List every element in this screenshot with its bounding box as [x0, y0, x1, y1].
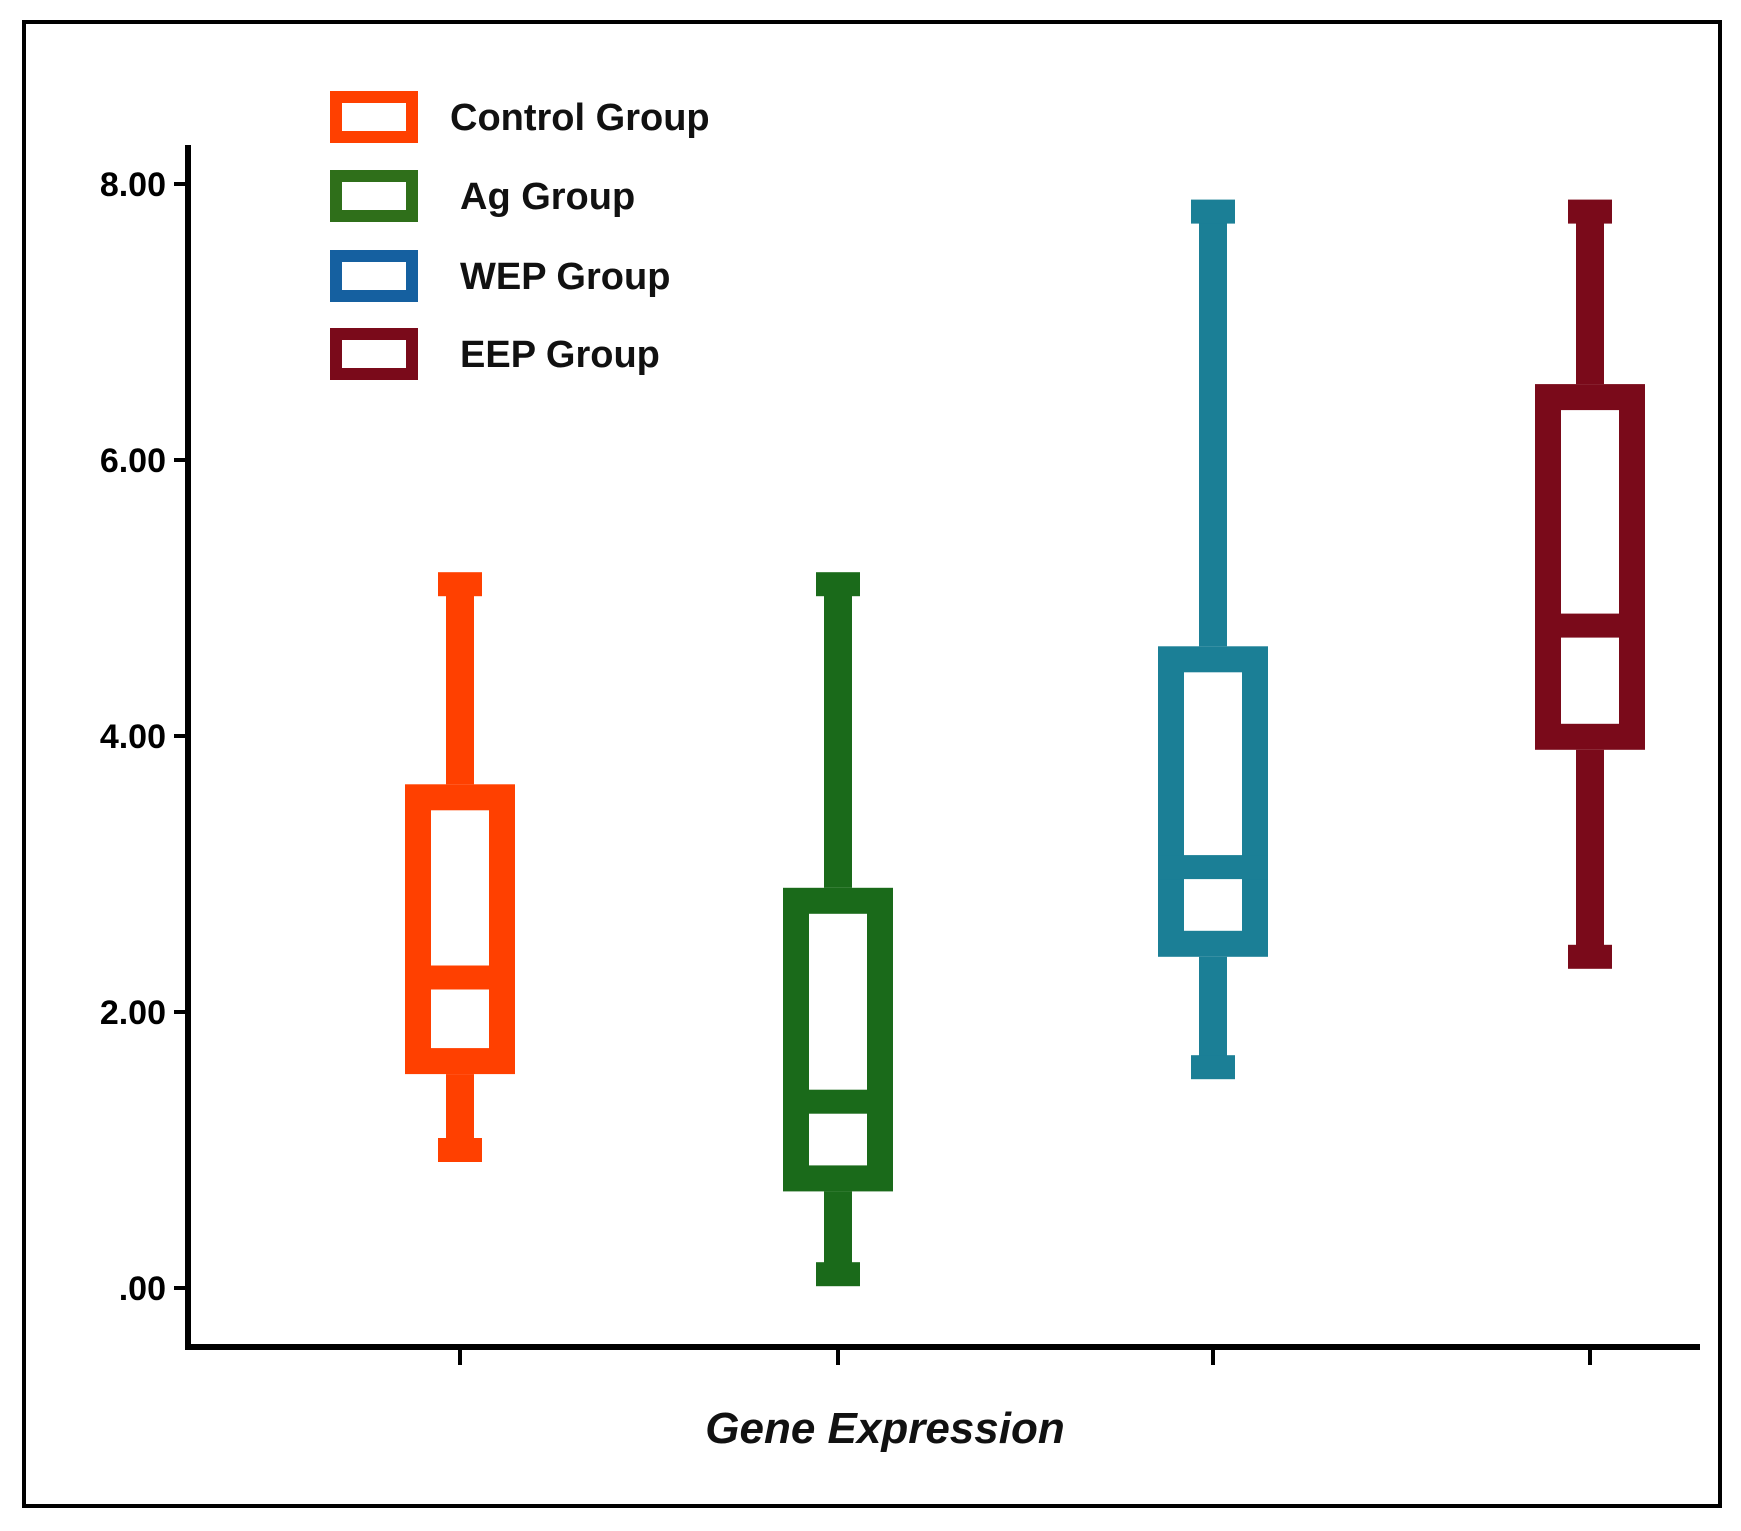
median-line	[405, 965, 515, 990]
cap-max	[438, 572, 482, 597]
y-tick-label: 2.00	[100, 994, 166, 1032]
whisker-upper	[1576, 211, 1604, 385]
cap-min	[816, 1262, 860, 1287]
y-tick-label: 4.00	[100, 718, 166, 756]
box-iqr	[405, 784, 515, 1075]
box-control-group	[405, 572, 515, 1162]
legend-swatch	[330, 328, 418, 380]
cap-max	[1191, 199, 1235, 224]
legend-label: Control Group	[450, 97, 710, 139]
whisker-upper	[1199, 211, 1227, 647]
legend-swatch	[330, 170, 418, 222]
whisker-lower	[446, 1074, 474, 1150]
whisker-lower	[1576, 749, 1604, 957]
median-line	[1158, 855, 1268, 880]
legend-swatch	[330, 91, 418, 143]
box-ag-group	[783, 572, 893, 1287]
x-axis-label: Gene Expression	[705, 1404, 1064, 1453]
legend-swatch	[330, 250, 418, 302]
median-line	[783, 1089, 893, 1114]
whisker-upper	[446, 584, 474, 785]
legend-label: EEP Group	[460, 334, 660, 376]
y-tick-label: 6.00	[100, 442, 166, 480]
cap-max	[1568, 199, 1612, 224]
box-group	[405, 199, 1645, 1287]
y-tick-label: .00	[119, 1270, 166, 1308]
whisker-lower	[1199, 956, 1227, 1068]
legend-label: Ag Group	[460, 176, 635, 218]
median-line	[1535, 613, 1645, 638]
box-iqr	[1535, 384, 1645, 750]
legend-label: WEP Group	[460, 256, 670, 298]
whisker-upper	[824, 584, 852, 888]
box-iqr	[783, 887, 893, 1192]
cap-min	[438, 1138, 482, 1162]
box-iqr	[1158, 646, 1268, 957]
cap-min	[1191, 1055, 1235, 1080]
box-eep-group	[1535, 199, 1645, 969]
box-wep-group	[1158, 199, 1268, 1080]
legend: Control Group Ag Group WEP Group EEP Group	[330, 91, 710, 380]
y-tick-label: 8.00	[100, 166, 166, 204]
cap-max	[816, 572, 860, 597]
cap-min	[1568, 944, 1612, 969]
axes: .00 2.00 4.00 6.00 8.00	[100, 145, 1700, 1365]
chart-frame	[22, 20, 1722, 1508]
whisker-lower	[824, 1191, 852, 1275]
